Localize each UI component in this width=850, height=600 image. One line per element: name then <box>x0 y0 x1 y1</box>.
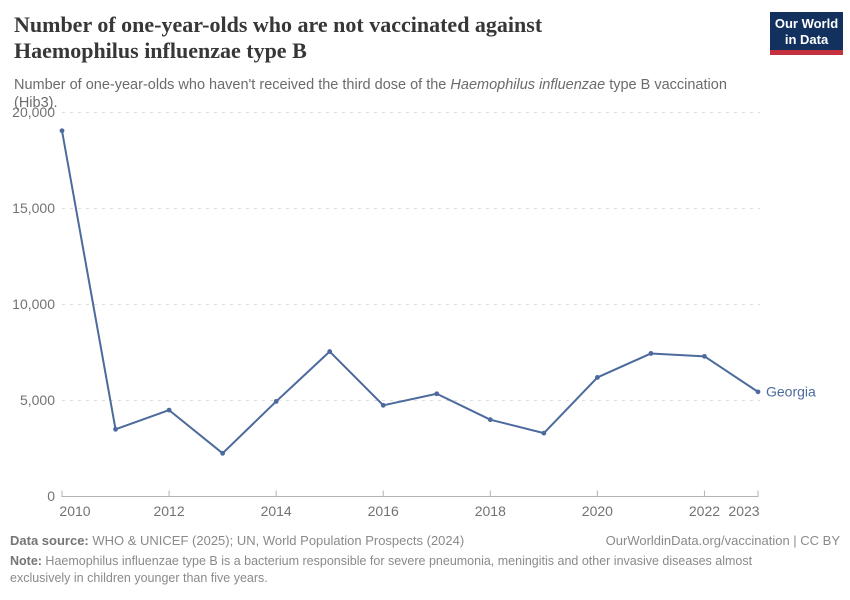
data-point <box>380 402 386 408</box>
data-point <box>755 389 761 395</box>
y-tick-label: 0 <box>47 488 55 504</box>
owid-logo-line2: in Data <box>784 32 829 47</box>
chart-subtitle: Number of one-year-olds who haven't rece… <box>14 76 774 112</box>
data-point <box>541 430 547 436</box>
x-tick-label: 2014 <box>261 503 292 519</box>
owid-logo-line1: Our World <box>774 16 839 31</box>
x-tick-label: 2023 <box>728 503 759 519</box>
y-tick-label: 5,000 <box>20 392 55 408</box>
x-tick-label: 2012 <box>153 503 184 519</box>
data-point <box>220 450 226 456</box>
data-point <box>594 375 600 380</box>
data-point <box>327 349 333 354</box>
note-text: Haemophilus influenzae type B is a bacte… <box>10 554 753 585</box>
chart-title-line1: Number of one-year-olds who are not vacc… <box>14 12 543 37</box>
data-point <box>648 351 654 356</box>
data-point <box>113 426 118 432</box>
data-line <box>61 129 759 455</box>
subtitle-suffix-text: type B vaccination (Hib3). <box>14 77 727 111</box>
chart-note: Note: Haemophilus influenzae type B is a… <box>10 553 788 587</box>
subtitle-italic-text: Haemophilus influenzae <box>450 77 606 93</box>
data-point <box>166 407 172 413</box>
y-tick-label: 20,000 <box>12 104 55 120</box>
data-point <box>702 353 707 359</box>
subtitle-text: Number of one-year-olds who haven't rece… <box>14 77 451 93</box>
chart-title: Number of one-year-olds who are not vacc… <box>14 12 754 64</box>
x-tick-label: 2010 <box>59 503 90 519</box>
entity-label: Georgia <box>766 383 816 399</box>
chart-title-line2: Haemophilus influenzae type B <box>14 38 307 63</box>
x-tick-label: 2020 <box>582 503 613 519</box>
data-source-text: WHO & UNICEF (2025); UN, World Populatio… <box>88 533 465 548</box>
data-point <box>434 391 440 397</box>
note-label: Note: <box>10 554 42 568</box>
x-tick-label: 2016 <box>368 503 399 519</box>
x-tick-label: 2018 <box>475 503 506 519</box>
y-tick-label: 15,000 <box>12 200 55 216</box>
owid-logo[interactable]: Our World in Data <box>770 12 843 55</box>
y-tick-label: 10,000 <box>12 296 55 312</box>
x-tick-label: 2022 <box>689 503 720 519</box>
data-point <box>273 399 279 404</box>
data-point <box>59 128 65 134</box>
license-link[interactable]: OurWorldinData.org/vaccination | CC BY <box>605 533 840 548</box>
chart-footer: Data source: WHO & UNICEF (2025); UN, Wo… <box>10 532 840 587</box>
data-source: Data source: WHO & UNICEF (2025); UN, Wo… <box>10 532 464 550</box>
data-source-label: Data source: <box>10 533 89 548</box>
line-chart: 0 5,000 10,000 15,000 20,000 2010 2012 2014 2016… <box>12 104 816 519</box>
data-point <box>487 417 493 423</box>
